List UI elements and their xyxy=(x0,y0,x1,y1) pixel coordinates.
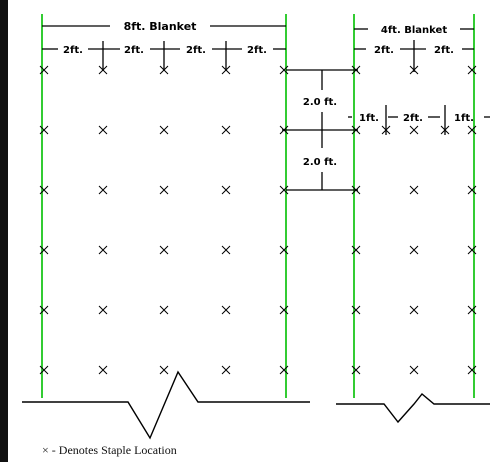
staple-marker xyxy=(98,245,108,255)
staple-marker xyxy=(279,65,289,75)
staple-marker xyxy=(409,185,419,195)
staple-marker xyxy=(467,305,477,315)
staple-marker xyxy=(159,185,169,195)
label-seg-1: 2ft. xyxy=(63,45,83,56)
staple-marker xyxy=(409,365,419,375)
staple-marker xyxy=(159,125,169,135)
staple-marker xyxy=(467,365,477,375)
staple-marker xyxy=(39,365,49,375)
label-2ft-middle: 2ft. xyxy=(403,113,423,124)
left-border-bar xyxy=(0,0,8,462)
x-mark-icon: × xyxy=(42,443,49,457)
staple-marker xyxy=(39,65,49,75)
staple-marker xyxy=(467,185,477,195)
staple-marker xyxy=(351,245,361,255)
staple-marker xyxy=(351,365,361,375)
staple-marker xyxy=(39,245,49,255)
staple-marker xyxy=(351,305,361,315)
staple-marker xyxy=(279,305,289,315)
label-1ft-right: 1ft. xyxy=(454,113,474,124)
staple-marker xyxy=(98,365,108,375)
break-line-4ft xyxy=(336,393,490,424)
label-4ft-blanket: 4ft. Blanket xyxy=(381,25,447,36)
staple-marker xyxy=(279,245,289,255)
label-seg-2: 2ft. xyxy=(124,45,144,56)
staple-marker xyxy=(409,305,419,315)
staple-marker xyxy=(279,365,289,375)
staple-marker xyxy=(221,185,231,195)
dim-overlap-row xyxy=(348,105,490,135)
label-seg-3: 2ft. xyxy=(186,45,206,56)
staple-marker xyxy=(221,365,231,375)
staple-marker xyxy=(221,125,231,135)
dim-8ft-segments xyxy=(42,41,286,71)
staple-marker xyxy=(221,245,231,255)
label-1ft-left: 1ft. xyxy=(359,113,379,124)
staple-marker xyxy=(467,65,477,75)
label-4ft-seg-1: 2ft. xyxy=(374,45,394,56)
staple-marker xyxy=(39,125,49,135)
staple-marker xyxy=(159,305,169,315)
dim-vertical-spacing xyxy=(282,69,358,191)
staple-marker xyxy=(98,185,108,195)
legend-text: - Denotes Staple Location xyxy=(51,443,177,457)
staple-marker xyxy=(467,125,477,135)
staple-marker xyxy=(159,365,169,375)
label-spacing-top: 2.0 ft. xyxy=(303,97,337,108)
label-seg-4: 2ft. xyxy=(247,45,267,56)
break-line-8ft xyxy=(22,370,310,440)
staple-marker xyxy=(467,245,477,255)
staple-marker xyxy=(409,245,419,255)
staple-marker xyxy=(39,185,49,195)
stake-lines xyxy=(41,14,475,398)
staple-marker xyxy=(39,305,49,315)
staple-legend: × - Denotes Staple Location xyxy=(42,443,177,458)
label-spacing-bottom: 2.0 ft. xyxy=(303,157,337,168)
label-4ft-seg-2: 2ft. xyxy=(434,45,454,56)
staple-marker xyxy=(409,125,419,135)
staple-marker xyxy=(98,305,108,315)
staple-markers xyxy=(39,65,477,375)
dim-4ft-segments xyxy=(354,40,474,72)
staple-marker xyxy=(279,185,289,195)
staple-marker xyxy=(98,125,108,135)
staple-marker xyxy=(221,305,231,315)
staple-marker xyxy=(159,245,169,255)
label-8ft-blanket: 8ft. Blanket xyxy=(124,20,197,33)
